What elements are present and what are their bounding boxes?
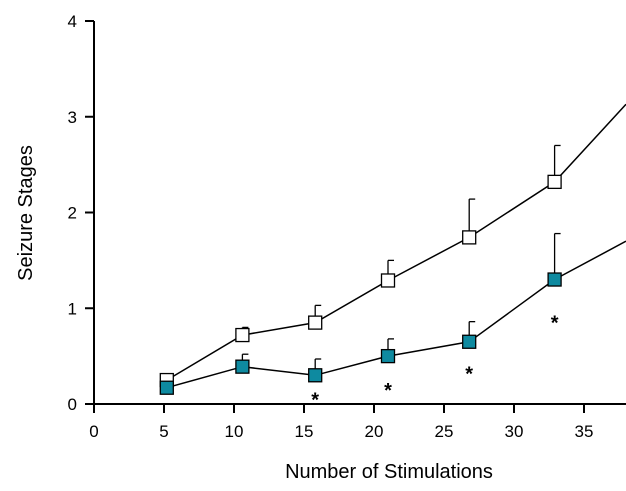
x-axis-title: Number of Stimulations <box>285 461 493 483</box>
y-tick-label: 2 <box>68 204 77 223</box>
data-point <box>380 348 396 364</box>
y-axis-title: Seizure Stages <box>15 145 37 281</box>
data-point <box>308 368 323 383</box>
y-tick-label: 1 <box>68 299 77 318</box>
x-tick-label: 5 <box>159 422 168 441</box>
y-tick-label: 4 <box>68 12 77 31</box>
data-point <box>547 174 562 190</box>
x-tick-label: 35 <box>575 422 594 441</box>
data-point <box>462 230 477 245</box>
data-point <box>380 273 396 288</box>
data-point <box>308 315 323 330</box>
y-tick-label: 0 <box>68 395 77 414</box>
significance-marker: * <box>311 389 319 411</box>
x-tick-label: 0 <box>89 422 98 441</box>
series-1 <box>159 103 626 388</box>
data-point <box>547 272 562 287</box>
data-point <box>235 359 250 374</box>
x-tick-label: 30 <box>505 422 524 441</box>
x-tick-label: 25 <box>435 422 454 441</box>
series-layer <box>159 103 626 395</box>
x-tick-label: 20 <box>365 422 384 441</box>
series-2 <box>159 232 626 395</box>
annotation-layer: * * * * <box>311 313 558 412</box>
significance-marker: * <box>465 363 473 385</box>
y-tick-label: 3 <box>68 108 77 127</box>
axes: 0 5 10 15 20 25 30 35 0 1 2 3 4 <box>68 12 626 441</box>
data-point <box>159 380 174 395</box>
significance-marker: * <box>384 380 392 402</box>
x-tick-label: 15 <box>295 422 314 441</box>
significance-marker: * <box>551 313 559 335</box>
data-point <box>462 334 477 349</box>
x-tick-label: 10 <box>225 422 244 441</box>
data-point <box>235 327 250 343</box>
